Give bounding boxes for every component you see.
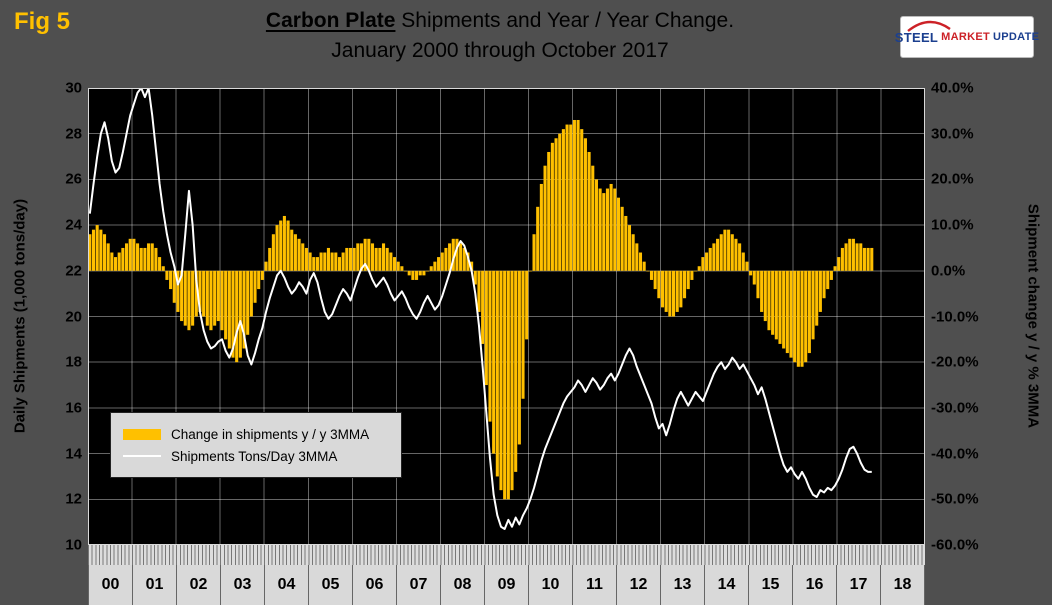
left-axis-title: Daily Shipments (1,000 tons/day) [11, 198, 29, 434]
year-label: 02 [176, 565, 220, 605]
left-tick-label: 30 [65, 79, 82, 97]
bars-series [88, 119, 874, 500]
legend-line-swatch [123, 455, 161, 457]
plot-frame [88, 88, 925, 545]
legend-line-label: Shipments Tons/Day 3MMA [171, 448, 338, 464]
chart-title: Carbon Plate Shipments and Year / Year C… [120, 6, 880, 66]
right-axis-ticks: 40.0% 30.0% 20.0% 10.0% 0.0% -10.0% -20.0% -30.… [931, 80, 997, 554]
year-label: 13 [660, 565, 704, 605]
left-tick-label: 28 [65, 125, 82, 143]
year-label: 04 [264, 565, 308, 605]
right-tick-label: 0.0% [931, 262, 966, 280]
year-label: 14 [704, 565, 748, 605]
logo-swoosh-icon [907, 20, 951, 32]
legend-bar-swatch [123, 428, 161, 440]
year-label: 16 [792, 565, 836, 605]
smu-logo: STEEL MARKET UPDATE [895, 16, 1039, 58]
left-tick-label: 22 [65, 262, 82, 280]
right-tick-label: -60.0% [931, 536, 979, 554]
page-title-line1: Carbon Plate Shipments and Year / Year C… [120, 6, 880, 36]
logo-text-update: UPDATE [993, 31, 1040, 43]
legend-bar-label: Change in shipments y / y 3MMA [171, 426, 370, 442]
left-tick-label: 26 [65, 170, 82, 188]
left-tick-label: 16 [65, 399, 82, 417]
left-tick-label: 24 [65, 216, 82, 234]
right-tick-label: -50.0% [931, 490, 979, 508]
legend: Change in shipments y / y 3MMA Shipments… [110, 412, 402, 478]
year-label: 06 [352, 565, 396, 605]
year-label: 10 [528, 565, 572, 605]
year-label: 12 [616, 565, 660, 605]
right-tick-label: -30.0% [931, 399, 979, 417]
left-tick-label: 12 [65, 490, 82, 508]
year-label: 00 [88, 565, 132, 605]
right-tick-label: -10.0% [931, 308, 979, 325]
year-label: 18 [880, 565, 924, 605]
title-rest: Shipments and Year / Year Change. [395, 9, 735, 32]
right-tick-label: 10.0% [931, 216, 974, 234]
year-label: 17 [836, 565, 880, 605]
year-label: 11 [572, 565, 616, 605]
year-label: 15 [748, 565, 792, 605]
right-tick-label: -20.0% [931, 353, 979, 371]
logo-text-market: MARKET [941, 31, 991, 43]
line-series [88, 88, 872, 531]
right-tick-label: 40.0% [931, 79, 974, 97]
year-label: 09 [484, 565, 528, 605]
right-axis-title: Shipment change y / y % 3MMA [1024, 203, 1042, 429]
left-tick-label: 18 [65, 353, 82, 371]
x-axis-year-labels: 00 01 02 03 04 05 06 07 08 09 10 11 12 13 14 15 16 17 18 [88, 565, 925, 605]
year-label: 07 [396, 565, 440, 605]
left-tick-label: 10 [65, 536, 82, 554]
year-label: 03 [220, 565, 264, 605]
page-subtitle: January 2000 through October 2017 [331, 39, 669, 62]
year-label: 08 [440, 565, 484, 605]
title-emphasis: Carbon Plate [265, 9, 396, 32]
right-tick-label: -40.0% [931, 445, 979, 463]
plot-area: Change in shipments y / y 3MMA Shipments… [88, 88, 925, 545]
year-label: 01 [132, 565, 176, 605]
left-tick-label: 20 [65, 308, 82, 325]
right-tick-label: 20.0% [931, 170, 974, 188]
figure-label: Fig 5 [14, 8, 71, 35]
logo-text-steel: STEEL [894, 29, 939, 45]
left-axis-ticks: 30 28 26 24 22 20 18 16 14 12 10 [40, 80, 82, 554]
year-label: 05 [308, 565, 352, 605]
left-tick-label: 14 [65, 445, 82, 463]
legend-item: Change in shipments y / y 3MMA [123, 427, 401, 442]
right-tick-label: 30.0% [931, 125, 974, 143]
legend-item: Shipments Tons/Day 3MMA [123, 449, 401, 464]
month-tick-strip [88, 545, 925, 565]
